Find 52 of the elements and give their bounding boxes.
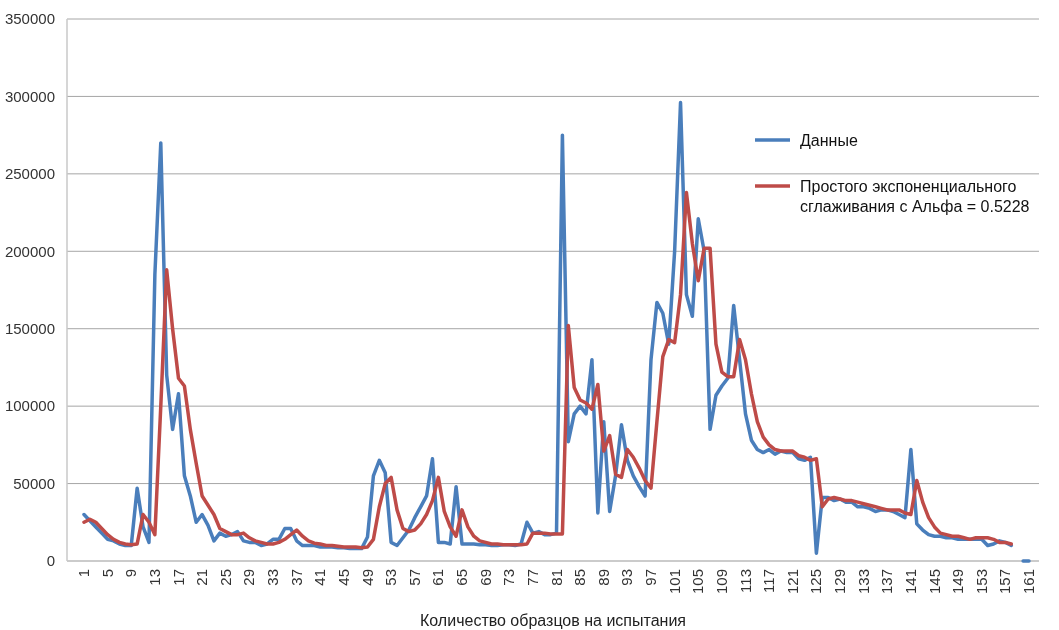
- y-tick-label: 200000: [4, 242, 55, 260]
- x-tick-label: 97: [642, 569, 659, 586]
- x-tick-label: 105: [689, 569, 707, 595]
- y-tick-label: 150000: [4, 319, 55, 337]
- x-tick-label: 157: [996, 569, 1014, 595]
- y-tick-label: 50000: [13, 474, 55, 492]
- x-tick-label: 37: [287, 569, 305, 586]
- x-tick-label: 57: [405, 569, 423, 586]
- x-tick-label: 61: [429, 569, 447, 586]
- x-tick-label: 33: [264, 569, 281, 586]
- x-tick-label: 9: [122, 569, 140, 578]
- x-tick-label: 145: [925, 569, 943, 595]
- x-tick-label: 45: [334, 569, 352, 586]
- x-tick-label: 17: [169, 569, 187, 586]
- x-tick-label: 1: [75, 569, 92, 578]
- x-tick-label: 133: [854, 569, 872, 595]
- x-tick-label: 141: [901, 569, 919, 595]
- x-tick-label: 149: [949, 569, 967, 595]
- x-tick-label: 29: [240, 569, 258, 586]
- x-tick-label: 69: [476, 569, 494, 586]
- x-tick-label: 93: [618, 569, 636, 586]
- x-tick-label: 21: [193, 569, 211, 586]
- x-tick-label: 161: [1020, 569, 1037, 595]
- x-axis-title: Количество образцов на испытания: [420, 612, 686, 629]
- legend-label: Данные: [800, 131, 858, 149]
- x-tick-label: 25: [216, 569, 234, 586]
- y-tick-label: 350000: [4, 10, 55, 28]
- x-tick-label: 109: [712, 569, 730, 595]
- x-tick-label: 77: [523, 569, 541, 586]
- x-tick-label: 53: [382, 569, 400, 586]
- x-tick-label: 85: [571, 569, 589, 586]
- x-tick-label: 117: [760, 569, 778, 593]
- x-tick-label: 65: [453, 569, 470, 586]
- x-tick-label: 137: [878, 569, 896, 595]
- x-tick-label: 125: [807, 569, 825, 595]
- x-tick-label: 121: [783, 569, 801, 595]
- y-tick-label: 300000: [4, 87, 55, 105]
- y-tick-label: 250000: [4, 165, 55, 183]
- x-tick-label: 89: [594, 569, 612, 586]
- y-tick-label: 100000: [4, 397, 55, 415]
- x-tick-label: 5: [98, 569, 116, 578]
- x-tick-label: 49: [358, 569, 376, 586]
- x-tick-label: 73: [500, 569, 518, 586]
- x-tick-label: 153: [972, 569, 990, 595]
- x-tick-label: 101: [665, 569, 683, 595]
- x-tick-label: 129: [831, 569, 848, 595]
- legend-label: Простого экспоненциального сглаживания с Альфа = 0.5228: [800, 177, 1030, 215]
- x-tick-label: 81: [547, 569, 565, 586]
- x-tick-label: 41: [311, 569, 329, 586]
- x-tick-label: 113: [736, 569, 754, 593]
- y-tick-label: 0: [46, 552, 55, 570]
- x-tick-label: 13: [145, 569, 163, 586]
